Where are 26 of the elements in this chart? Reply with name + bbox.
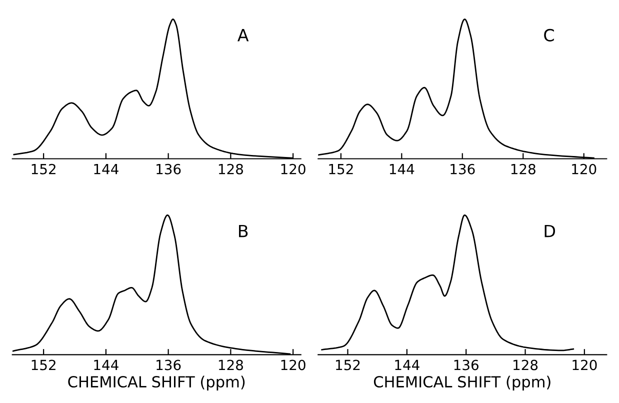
annotation: D — [544, 224, 556, 238]
x-tick-label: 152 — [32, 164, 56, 174]
annotation: C — [544, 28, 554, 42]
x-tick-label: 152 — [329, 164, 353, 174]
x-tick-label: 136 — [156, 164, 181, 174]
annotation: A — [238, 29, 249, 42]
x-tick-label: 128 — [218, 360, 243, 370]
x-tick-label: 120 — [572, 360, 597, 370]
x-axis-title: CHEMICAL SHIFT (ppm) — [68, 376, 245, 391]
x-tick-label: 120 — [281, 164, 306, 174]
x-tick-label: 144 — [94, 360, 118, 370]
x-tick-label: 136 — [454, 360, 478, 370]
x-tick-label: 144 — [94, 164, 118, 174]
x-tick-label: 144 — [390, 164, 414, 174]
x-tick-label: 128 — [218, 164, 243, 174]
x-tick-label: 120 — [572, 164, 596, 174]
x-tick-label: 128 — [511, 164, 536, 174]
x-tick-label: 152 — [336, 360, 360, 370]
x-tick-label: 120 — [281, 360, 306, 370]
x-tick-label: 128 — [514, 360, 538, 370]
x-tick-label: 136 — [450, 164, 475, 174]
x-tick-label: 144 — [395, 360, 420, 370]
x-tick-label: 136 — [156, 360, 181, 370]
x-tick-label: 152 — [32, 360, 56, 370]
x-axis-title: CHEMICAL SHIFT (ppm) — [374, 376, 550, 391]
annotation: B — [239, 224, 248, 238]
